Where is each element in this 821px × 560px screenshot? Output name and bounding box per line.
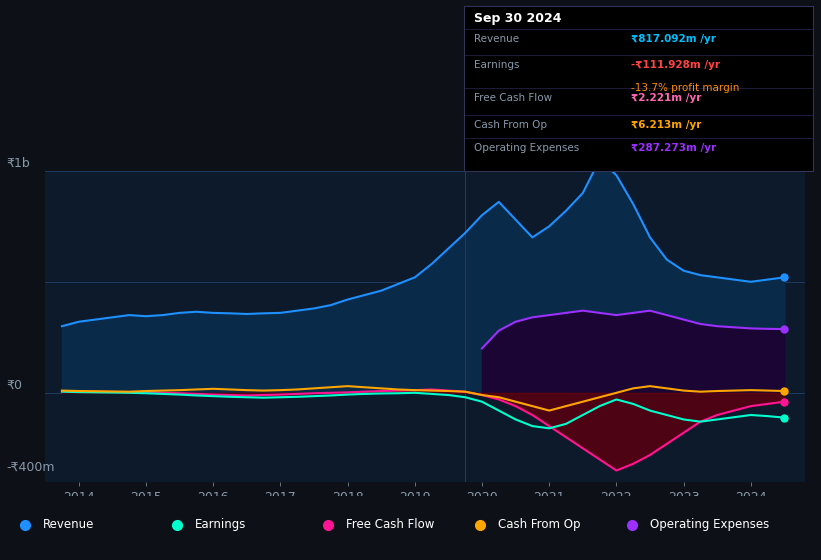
Text: ₹1b: ₹1b	[7, 157, 30, 170]
Text: Free Cash Flow: Free Cash Flow	[475, 93, 553, 103]
Text: Earnings: Earnings	[195, 518, 246, 531]
Text: Revenue: Revenue	[43, 518, 94, 531]
Text: Operating Expenses: Operating Expenses	[475, 143, 580, 153]
Text: -13.7% profit margin: -13.7% profit margin	[631, 83, 740, 94]
Text: Cash From Op: Cash From Op	[498, 518, 580, 531]
Text: ₹2.221m /yr: ₹2.221m /yr	[631, 93, 702, 103]
Text: Sep 30 2024: Sep 30 2024	[475, 12, 562, 25]
Text: -₹400m: -₹400m	[7, 461, 55, 474]
Text: -₹111.928m /yr: -₹111.928m /yr	[631, 60, 720, 70]
Text: ₹0: ₹0	[7, 379, 22, 392]
Text: Free Cash Flow: Free Cash Flow	[346, 518, 435, 531]
Text: ₹287.273m /yr: ₹287.273m /yr	[631, 143, 717, 153]
Text: Operating Expenses: Operating Expenses	[650, 518, 769, 531]
Text: Cash From Op: Cash From Op	[475, 120, 548, 129]
Text: Earnings: Earnings	[475, 60, 520, 70]
Text: Revenue: Revenue	[475, 34, 520, 44]
Text: ₹817.092m /yr: ₹817.092m /yr	[631, 34, 716, 44]
Text: ₹6.213m /yr: ₹6.213m /yr	[631, 120, 702, 129]
